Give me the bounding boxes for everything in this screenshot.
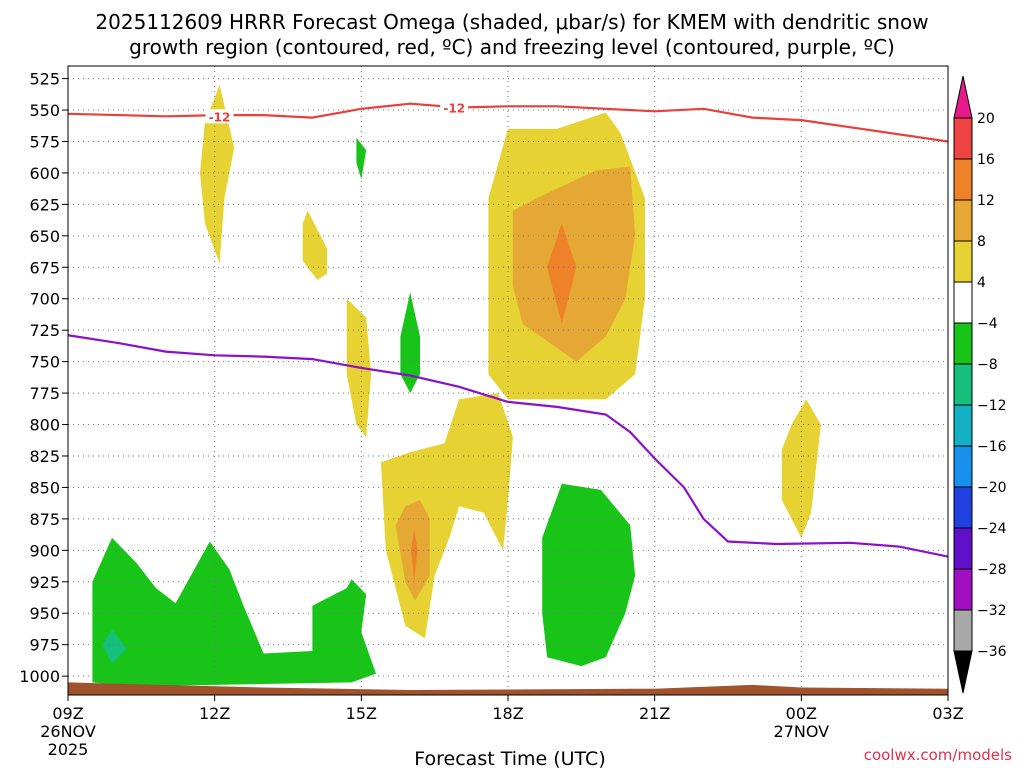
y-tick-label: 775 xyxy=(29,384,60,403)
chart-title-line1: 2025112609 HRRR Forecast Omega (shaded, … xyxy=(95,10,928,34)
credit-text: coolwx.com/models xyxy=(864,746,1012,764)
y-tick-label: 975 xyxy=(29,636,60,655)
omega-region-9 xyxy=(411,528,418,582)
y-tick-label: 600 xyxy=(29,164,60,183)
dgz-label-bg xyxy=(440,100,469,115)
colorbar-label: −4 xyxy=(977,316,998,332)
x-tick-label: 15Z xyxy=(346,704,377,723)
colorbar-box xyxy=(953,609,973,652)
colorbar-box xyxy=(953,445,973,488)
colorbar-label: −32 xyxy=(977,603,1007,619)
x-tick-date: 27NOV xyxy=(774,722,830,741)
chart-title-line2: growth region (contoured, red, ºC) and f… xyxy=(129,35,895,59)
x-axis-label: Forecast Time (UTC) xyxy=(414,748,605,768)
colorbar-box xyxy=(953,117,973,160)
x-tick-label: 03Z xyxy=(932,704,963,723)
y-tick-label: 925 xyxy=(29,573,60,592)
omega-region-10 xyxy=(356,137,367,180)
colorbar-box xyxy=(953,527,973,570)
y-tick-label: 800 xyxy=(29,416,60,435)
colorbar-box xyxy=(953,568,973,611)
colorbar-box xyxy=(953,404,973,447)
y-tick-label: 750 xyxy=(29,353,60,372)
axes: 525 550 575 600 625 650 675 700 725 750 775 800 825 8… xyxy=(19,65,964,759)
x-tick-label: 12Z xyxy=(199,704,230,723)
colorbar-box xyxy=(953,240,973,283)
colorbar-label: 8 xyxy=(977,234,986,250)
omega-region-12 xyxy=(542,483,636,667)
y-tick-label: 700 xyxy=(29,290,60,309)
colorbar-label: 4 xyxy=(977,275,986,291)
plot-area: -12 -12 xyxy=(68,66,948,695)
y-tick-label: 525 xyxy=(29,70,60,89)
colorbar-bottom-triangle xyxy=(953,650,973,694)
colorbar-box xyxy=(953,199,973,242)
colorbar-box xyxy=(953,486,973,529)
colorbar-box xyxy=(953,363,973,406)
dgz-minus12-line xyxy=(68,102,948,143)
y-tick-label: 850 xyxy=(29,478,60,497)
freezing-level-line xyxy=(68,334,948,558)
colorbar-box xyxy=(953,281,973,324)
x-tick-label: 18Z xyxy=(492,704,523,723)
x-tick-date: 26NOV xyxy=(40,722,96,741)
terrain-fill xyxy=(68,682,948,695)
y-tick-label: 950 xyxy=(29,604,60,623)
y-tick-label: 1000 xyxy=(19,667,60,686)
colorbar-label: −24 xyxy=(977,521,1007,537)
colorbar-label: 12 xyxy=(977,193,995,209)
y-tick-label: 900 xyxy=(29,541,60,560)
omega-region-0 xyxy=(200,84,235,264)
y-tick-label: 675 xyxy=(29,258,60,277)
y-tick-label: 725 xyxy=(29,321,60,340)
x-tick-year: 2025 xyxy=(48,740,89,759)
colorbar-label: −16 xyxy=(977,439,1007,455)
omega-region-14 xyxy=(102,629,127,664)
omega-region-13 xyxy=(92,537,377,687)
colorbar-top-triangle xyxy=(953,75,973,119)
colorbar-label: 16 xyxy=(977,152,995,168)
colorbar-label: −12 xyxy=(977,398,1007,414)
y-tick-label: 625 xyxy=(29,195,60,214)
x-tick-label: 21Z xyxy=(639,704,670,723)
colorbar-label: −20 xyxy=(977,480,1007,496)
y-tick-label: 825 xyxy=(29,447,60,466)
x-tick-label: 00Z xyxy=(786,704,817,723)
dgz-contour-label: -12 xyxy=(209,110,231,124)
colorbar-label: −8 xyxy=(977,357,998,373)
colorbar-box xyxy=(953,158,973,201)
omega-region-8 xyxy=(547,223,577,324)
omega-region-11 xyxy=(400,292,420,394)
colorbar-label: 20 xyxy=(977,111,995,127)
y-tick-label: 875 xyxy=(29,510,60,529)
y-tick-label: 575 xyxy=(29,132,60,151)
colorbar-box xyxy=(953,322,973,365)
dgz-label-bg xyxy=(205,109,234,124)
colorbar: 20 16 12 8 4 −4 −8 −12 −16 −20 −24 −28 −32 −36 xyxy=(953,75,1007,694)
colorbar-label: −36 xyxy=(977,644,1007,660)
colorbar-label: −28 xyxy=(977,562,1007,578)
x-tick-label: 09Z xyxy=(52,704,83,723)
y-tick-label: 550 xyxy=(29,101,60,120)
omega-region-5 xyxy=(781,399,821,538)
y-tick-label: 650 xyxy=(29,227,60,246)
omega-region-1 xyxy=(302,210,328,280)
dgz-contour-label: -12 xyxy=(443,102,465,116)
